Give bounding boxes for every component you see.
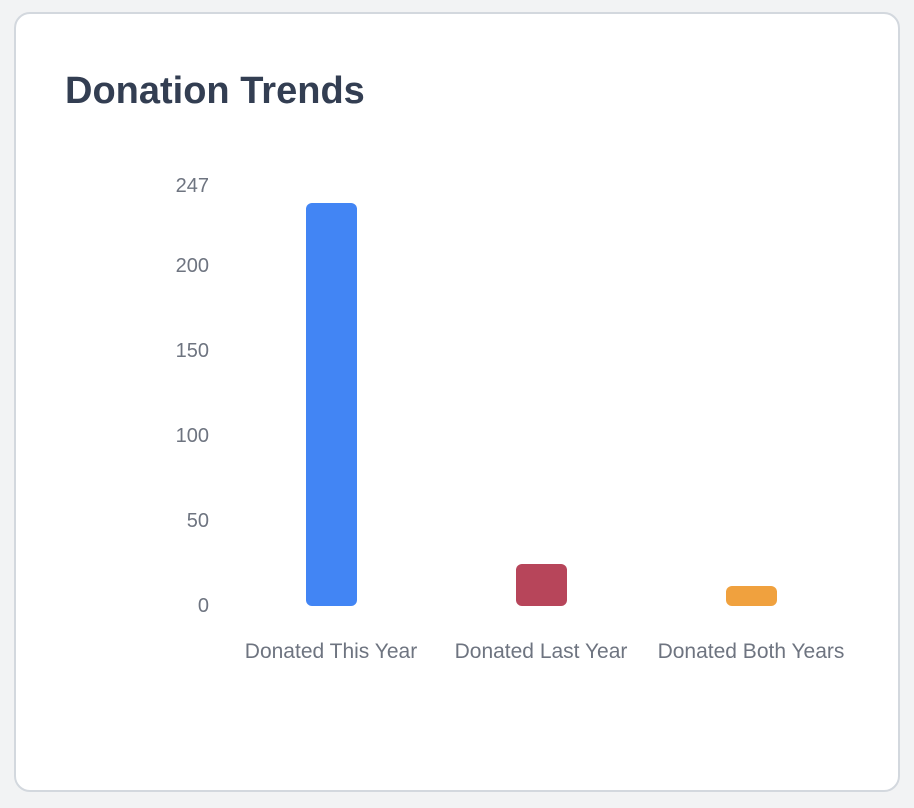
plot-column-donated-this-year	[226, 186, 436, 606]
plot-column-donated-last-year	[436, 186, 646, 606]
y-tick-label: 0	[197, 595, 209, 617]
y-tick-label: 150	[175, 339, 209, 362]
x-axis-label-donated-this-year: Donated This Year	[244, 640, 418, 663]
plot-area	[226, 186, 856, 606]
donation-trends-bar-chart: 0 50 100 150 200 247 Donated This Year Donated…	[129, 176, 856, 664]
y-tick-label: 50	[186, 509, 209, 532]
plot-column-donated-both-years	[646, 186, 856, 606]
bar-donated-both-years[interactable]	[725, 585, 777, 606]
y-axis: 0 50 100 150 200 247	[129, 176, 209, 616]
x-axis: Donated This Year Donated Last Year Donate…	[226, 640, 856, 664]
x-axis-label-donated-last-year: Donated Last Year	[454, 640, 628, 663]
chart-title: Donation Trends	[65, 70, 365, 112]
y-tick-label: 100	[175, 424, 209, 447]
bar-donated-last-year[interactable]	[515, 563, 567, 606]
y-tick-label: 200	[175, 254, 209, 277]
bar-donated-this-year[interactable]	[305, 203, 357, 606]
y-tick-label: 247	[175, 175, 209, 197]
donation-trends-card: Donation Trends 0 50 100 150 200 247 Donated …	[14, 12, 900, 792]
x-axis-label-donated-both-years: Donated Both Years	[657, 640, 845, 663]
